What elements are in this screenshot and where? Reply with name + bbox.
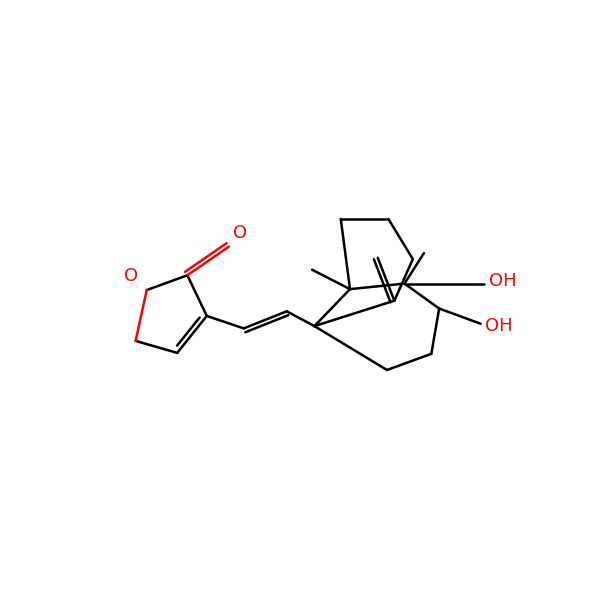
Text: OH: OH (485, 317, 513, 335)
Text: OH: OH (488, 272, 516, 290)
Text: O: O (124, 268, 139, 286)
Text: O: O (233, 224, 247, 242)
